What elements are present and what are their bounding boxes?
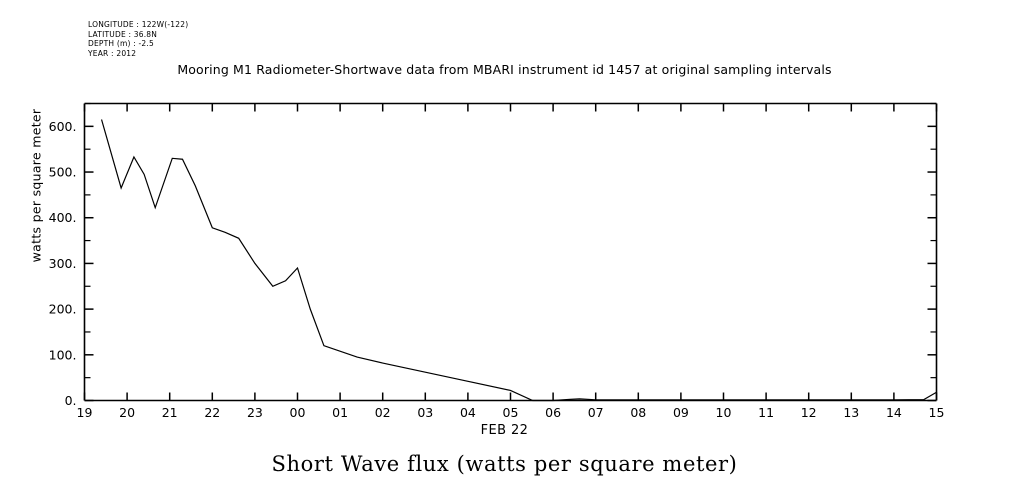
x-tick-label: 01: [332, 405, 348, 420]
x-tick-label: 04: [460, 405, 476, 420]
y-tick-label: 400.: [49, 210, 77, 225]
x-axis-group-label: FEB 22: [480, 423, 529, 438]
x-tick-label: 20: [119, 405, 135, 420]
x-tick-label: 13: [843, 405, 859, 420]
y-tick-label: 600.: [49, 119, 77, 134]
metadata-latitude: LATITUDE : 36.8N: [88, 29, 158, 39]
x-tick-label: 09: [673, 405, 689, 420]
x-tick-label: 00: [290, 405, 306, 420]
x-tick-label: 12: [801, 405, 817, 420]
x-tick-label: 19: [77, 405, 93, 420]
y-tick-label: 500.: [49, 165, 77, 180]
x-tick-label: 11: [758, 405, 774, 420]
metadata-block: LONGITUDE : 122W(-122) LATITUDE : 36.8N …: [88, 20, 188, 58]
x-tick-label: 10: [716, 405, 732, 420]
metadata-year: YEAR : 2012: [88, 48, 137, 58]
y-tick-label: 100.: [49, 347, 77, 362]
x-tick-label: 03: [417, 405, 433, 420]
x-tick-label: 02: [375, 405, 391, 420]
y-tick-label: 0.: [65, 393, 77, 408]
metadata-depth: DEPTH (m) : -2.5: [88, 39, 154, 48]
x-tick-label: 14: [886, 405, 902, 420]
x-tick-label: 06: [545, 405, 561, 420]
figure-caption: Short Wave flux (watts per square meter): [271, 452, 738, 476]
data-series-line: [100, 119, 937, 402]
x-tick-label: 08: [630, 405, 646, 420]
x-tick-label: 15: [929, 405, 945, 420]
x-tick-label: 07: [588, 405, 604, 420]
x-tick-label: 22: [204, 405, 220, 420]
x-tick-label: 05: [503, 405, 519, 420]
metadata-longitude: LONGITUDE : 122W(-122): [88, 20, 189, 29]
chart-title: Mooring M1 Radiometer-Shortwave data fro…: [177, 62, 832, 77]
y-tick-label: 300.: [49, 256, 77, 271]
x-tick-label: 21: [162, 405, 178, 420]
x-tick-label: 23: [247, 405, 263, 420]
y-tick-label: 200.: [49, 302, 77, 317]
